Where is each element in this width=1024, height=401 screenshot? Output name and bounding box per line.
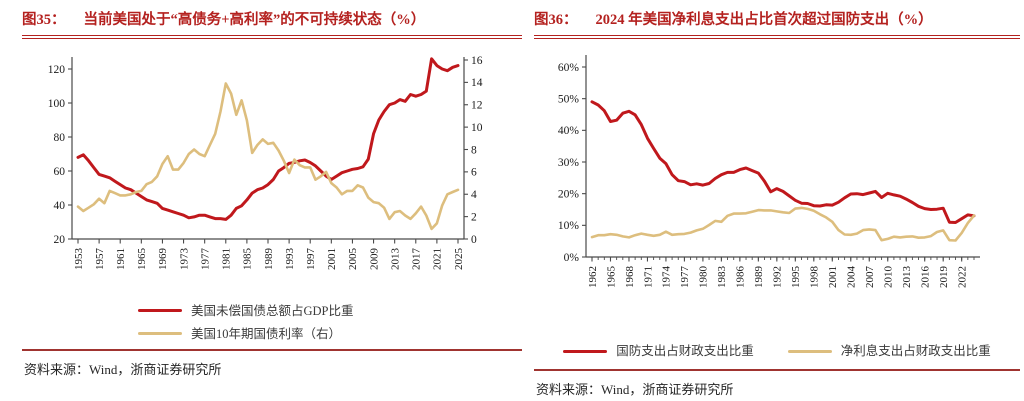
figure-36-number: 图36：	[534, 12, 578, 28]
svg-text:1977: 1977	[199, 248, 211, 271]
svg-text:1992: 1992	[772, 266, 784, 288]
legend-label: 国防支出占财政支出比重	[616, 344, 754, 358]
figure-36-title-underline	[534, 35, 1020, 39]
source-text: 资料来源：Wind，浙商证券研究所	[536, 382, 734, 397]
svg-text:100: 100	[48, 98, 66, 110]
svg-text:1995: 1995	[790, 266, 802, 289]
legend-swatch-interest-line	[787, 349, 832, 353]
svg-text:16: 16	[471, 55, 483, 67]
svg-text:10: 10	[471, 122, 483, 134]
figure-35-legend: 美国未偿国债总额占GDP比重 美国10年期国债利率（右）	[22, 297, 522, 347]
svg-text:1961: 1961	[115, 248, 127, 270]
svg-text:2: 2	[471, 211, 477, 223]
svg-text:2017: 2017	[411, 248, 423, 271]
source-text: 资料来源：Wind，浙商证券研究所	[24, 362, 222, 377]
svg-text:8: 8	[471, 144, 477, 156]
figure-35: 图35： 当前美国处于“高债务+高利率”的不可持续状态（%） 20 40 60 80 10…	[22, 10, 522, 378]
legend-swatch-rate-line	[138, 332, 182, 335]
figure-35-source: 资料来源：Wind，浙商证券研究所	[22, 349, 522, 378]
legend-label: 美国未偿国债总额占GDP比重	[191, 303, 354, 318]
legend-item: 美国未偿国债总额占GDP比重	[138, 301, 406, 321]
svg-text:1968: 1968	[624, 266, 636, 289]
svg-text:50%: 50%	[558, 93, 580, 105]
svg-text:12: 12	[471, 100, 483, 112]
legend-swatch-defense-line	[563, 349, 608, 353]
svg-text:1971: 1971	[642, 266, 654, 288]
legend-item: 美国10年期国债利率（右）	[138, 324, 406, 344]
svg-text:2005: 2005	[347, 248, 359, 271]
svg-text:1989: 1989	[263, 247, 275, 270]
svg-text:60: 60	[54, 166, 66, 178]
figure-36-title-text: 2024 年美国净利息支出占比首次超过国防支出（%）	[595, 12, 933, 28]
figure-36: 图36： 2024 年美国净利息支出占比首次超过国防支出（%） 0% 10% 20% 3…	[534, 10, 1020, 398]
svg-text:1962: 1962	[587, 266, 599, 288]
svg-text:1986: 1986	[735, 266, 747, 289]
svg-text:2025: 2025	[453, 248, 465, 271]
figure-35-title-text: 当前美国处于“高债务+高利率”的不可持续状态（%）	[83, 12, 426, 28]
svg-text:14: 14	[471, 77, 483, 89]
svg-text:10%: 10%	[558, 220, 580, 232]
chart-defense-vs-interest: 0% 10% 20% 30% 40% 50% 60% 1962 1965 1968 1971 1974…	[558, 55, 980, 289]
svg-text:1981: 1981	[221, 248, 233, 270]
svg-text:1965: 1965	[605, 266, 617, 289]
svg-text:1969: 1969	[157, 248, 169, 271]
svg-text:2004: 2004	[846, 266, 858, 289]
svg-text:60%: 60%	[558, 62, 580, 74]
svg-text:1989: 1989	[753, 266, 765, 289]
svg-text:2009: 2009	[368, 248, 380, 271]
svg-text:1957: 1957	[94, 248, 106, 271]
svg-text:1997: 1997	[305, 248, 317, 271]
chart-us-debt-and-rates: 20 40 60 80 100 120 0 2 4 6 8 10 12 14 16 1953 1957 1961 1…	[48, 55, 483, 271]
svg-text:80: 80	[54, 132, 66, 144]
legend-swatch-debt-line	[138, 309, 182, 312]
figure-35-title-underline	[22, 35, 522, 39]
svg-text:2019: 2019	[938, 266, 950, 289]
svg-text:1985: 1985	[242, 248, 254, 271]
legend-label: 美国10年期国债利率（右）	[191, 326, 342, 341]
svg-text:0: 0	[471, 234, 477, 246]
svg-text:1998: 1998	[809, 266, 821, 289]
figure-36-legend: 国防支出占财政支出比重 净利息支出占财政支出比重	[534, 311, 1020, 367]
svg-text:1965: 1965	[136, 248, 148, 271]
svg-text:1974: 1974	[661, 266, 673, 289]
svg-text:1980: 1980	[698, 266, 710, 289]
svg-text:2001: 2001	[827, 266, 839, 288]
svg-text:2013: 2013	[389, 248, 401, 271]
svg-text:40%: 40%	[558, 125, 580, 137]
svg-text:1977: 1977	[679, 266, 691, 289]
svg-text:20%: 20%	[558, 188, 580, 200]
figure-35-number: 图35：	[22, 12, 66, 28]
svg-text:120: 120	[48, 64, 66, 76]
svg-text:2021: 2021	[432, 248, 444, 270]
svg-text:2007: 2007	[864, 266, 876, 289]
svg-text:4: 4	[471, 189, 477, 201]
figure-36-title: 图36： 2024 年美国净利息支出占比首次超过国防支出（%）	[534, 10, 1020, 30]
legend-item: 净利息支出占财政支出比重	[787, 341, 991, 361]
figure-35-title: 图35： 当前美国处于“高债务+高利率”的不可持续状态（%）	[22, 10, 522, 30]
svg-text:1983: 1983	[716, 266, 728, 289]
svg-text:1953: 1953	[73, 248, 85, 271]
svg-text:2022: 2022	[956, 266, 968, 288]
svg-text:2016: 2016	[920, 266, 932, 289]
svg-text:20: 20	[54, 234, 66, 246]
figure-36-source: 资料来源：Wind，浙商证券研究所	[534, 369, 1020, 398]
svg-text:40: 40	[54, 200, 66, 212]
svg-text:0%: 0%	[564, 252, 580, 264]
svg-text:1993: 1993	[284, 248, 296, 271]
svg-text:2001: 2001	[326, 248, 338, 270]
svg-text:30%: 30%	[558, 157, 580, 169]
legend-item: 国防支出占财政支出比重	[563, 341, 754, 361]
svg-text:6: 6	[471, 167, 477, 179]
svg-text:1973: 1973	[178, 248, 190, 271]
svg-text:2010: 2010	[883, 266, 895, 289]
legend-label: 净利息支出占财政支出比重	[840, 344, 991, 358]
svg-text:2013: 2013	[901, 266, 913, 289]
